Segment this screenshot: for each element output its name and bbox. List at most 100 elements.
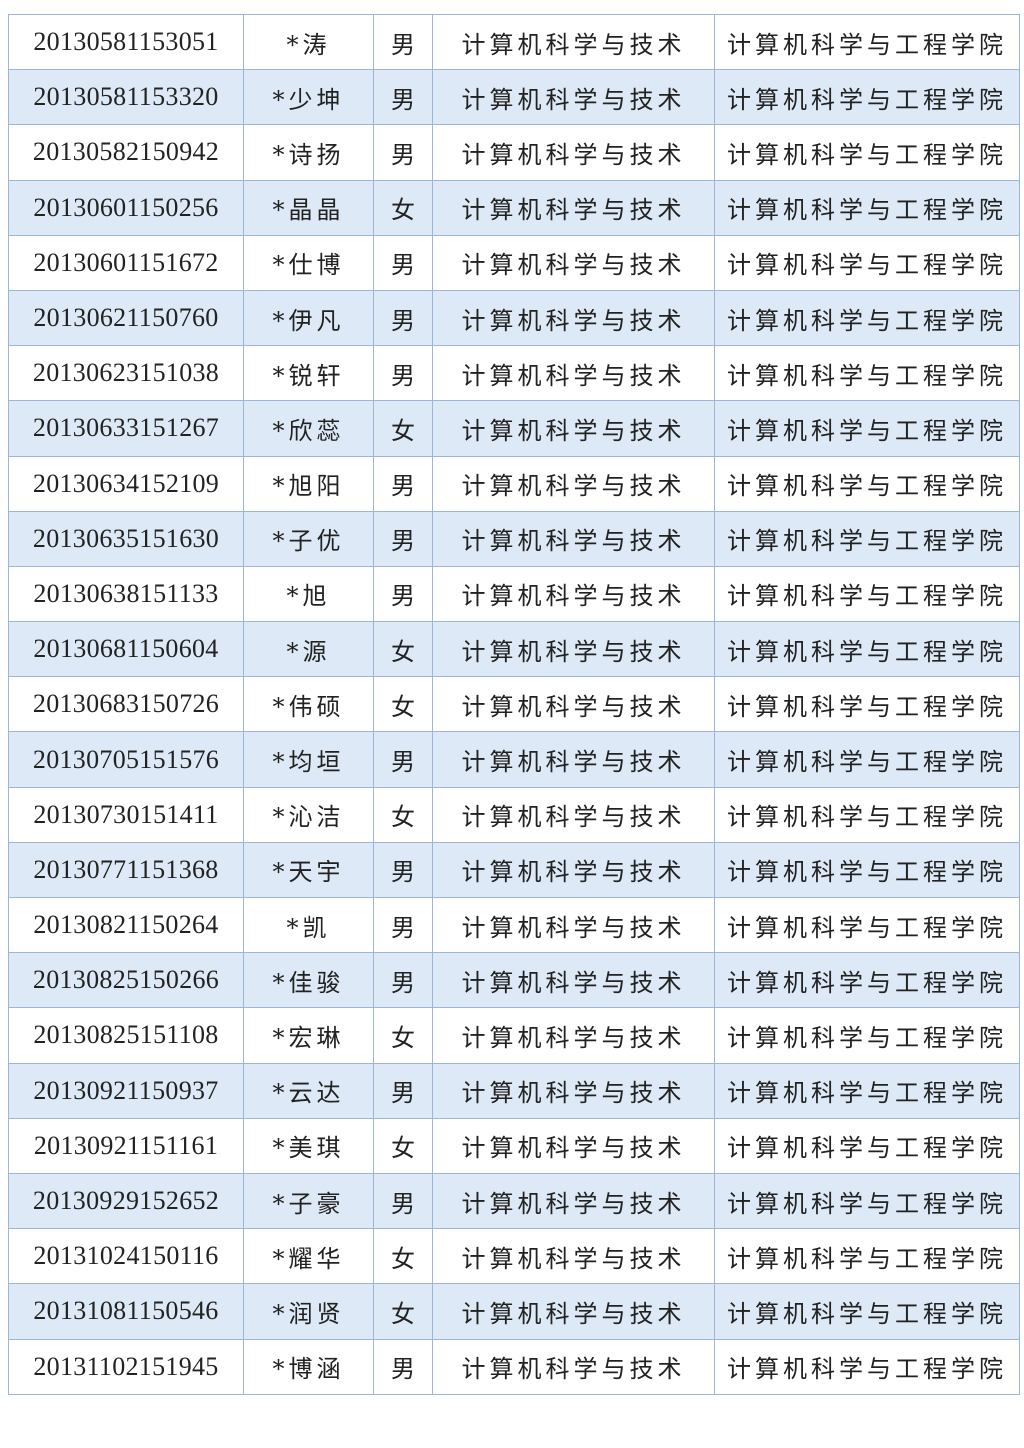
student-id-cell: 20130821150264	[8, 896, 244, 954]
table-row: 20131102151945 *博涵男计算机科学与技术 计算机科学与工程学院	[8, 1338, 1020, 1395]
gender-cell: 男	[373, 345, 433, 402]
college-cell: 计算机科学与工程学院	[714, 676, 1020, 733]
name-cell: *欣蕊	[243, 400, 374, 457]
student-id-cell: 20130825150266	[8, 952, 244, 1009]
name-cell: *旭	[243, 565, 374, 623]
major-cell: 计算机科学与技术	[432, 179, 715, 236]
name-cell: *博涵	[243, 1338, 374, 1395]
gender-cell: 女	[373, 786, 433, 843]
student-id-cell: 20130929152652	[8, 1172, 244, 1230]
gender-cell: 男	[373, 69, 433, 126]
major-cell: 计算机科学与技术	[432, 234, 715, 291]
college-cell: 计算机科学与工程学院	[714, 841, 1020, 899]
gender-cell: 男	[373, 289, 433, 347]
student-id-cell: 20130921151161	[8, 1117, 244, 1174]
college-cell: 计算机科学与工程学院	[714, 621, 1020, 678]
student-id-cell: 20130634152109	[8, 455, 244, 512]
major-cell: 计算机科学与技术	[432, 565, 715, 623]
table-row: 20130601150256 *晶晶女计算机科学与技术 计算机科学与工程学院	[8, 179, 1020, 236]
college-cell: 计算机科学与工程学院	[714, 124, 1020, 181]
major-cell: 计算机科学与技术	[432, 510, 715, 567]
name-cell: *凯	[243, 896, 374, 954]
major-cell: 计算机科学与技术	[432, 841, 715, 899]
major-cell: 计算机科学与技术	[432, 1228, 715, 1285]
gender-cell: 男	[373, 1338, 433, 1395]
major-cell: 计算机科学与技术	[432, 676, 715, 733]
student-id-cell: 20131081150546	[8, 1283, 244, 1340]
college-cell: 计算机科学与工程学院	[714, 13, 1020, 71]
name-cell: *天宇	[243, 841, 374, 899]
gender-cell: 男	[373, 1062, 433, 1119]
table-row: 20130638151133 *旭男计算机科学与技术 计算机科学与工程学院	[8, 565, 1020, 623]
name-cell: *美琪	[243, 1117, 374, 1174]
college-cell: 计算机科学与工程学院	[714, 1338, 1020, 1395]
student-id-cell: 20130621150760	[8, 289, 244, 347]
table-row: 20130634152109 *旭阳男计算机科学与技术 计算机科学与工程学院	[8, 455, 1020, 512]
gender-cell: 女	[373, 621, 433, 678]
college-cell: 计算机科学与工程学院	[714, 1007, 1020, 1064]
table-row: 20130601151672 *仕博男计算机科学与技术 计算机科学与工程学院	[8, 234, 1020, 291]
student-id-cell: 20130581153051	[8, 13, 244, 71]
gender-cell: 男	[373, 455, 433, 512]
table-row: 20131024150116 *耀华女计算机科学与技术 计算机科学与工程学院	[8, 1228, 1020, 1285]
college-cell: 计算机科学与工程学院	[714, 1228, 1020, 1285]
student-id-cell: 20130730151411	[8, 786, 244, 843]
major-cell: 计算机科学与技术	[432, 69, 715, 126]
gender-cell: 男	[373, 13, 433, 71]
name-cell: *诗扬	[243, 124, 374, 181]
major-cell: 计算机科学与技术	[432, 455, 715, 512]
major-cell: 计算机科学与技术	[432, 731, 715, 788]
student-id-cell: 20130825151108	[8, 1007, 244, 1064]
gender-cell: 男	[373, 234, 433, 291]
table-row: 20130635151630 *子优男计算机科学与技术 计算机科学与工程学院	[8, 510, 1020, 567]
student-id-cell: 20131024150116	[8, 1228, 244, 1285]
college-cell: 计算机科学与工程学院	[714, 731, 1020, 788]
table-row: 20131081150546 *润贤女计算机科学与技术 计算机科学与工程学院	[8, 1283, 1020, 1340]
student-id-cell: 20130582150942	[8, 124, 244, 181]
major-cell: 计算机科学与技术	[432, 1062, 715, 1119]
college-cell: 计算机科学与工程学院	[714, 69, 1020, 126]
gender-cell: 女	[373, 179, 433, 236]
major-cell: 计算机科学与技术	[432, 952, 715, 1009]
name-cell: *晶晶	[243, 179, 374, 236]
major-cell: 计算机科学与技术	[432, 786, 715, 843]
name-cell: *伊凡	[243, 289, 374, 347]
student-id-cell: 20130681150604	[8, 621, 244, 678]
table-row: 20130929152652 *子豪男计算机科学与技术 计算机科学与工程学院	[8, 1172, 1020, 1230]
student-id-cell: 20130921150937	[8, 1062, 244, 1119]
college-cell: 计算机科学与工程学院	[714, 510, 1020, 567]
gender-cell: 男	[373, 896, 433, 954]
major-cell: 计算机科学与技术	[432, 1172, 715, 1230]
name-cell: *旭阳	[243, 455, 374, 512]
table-row: 20130581153320 *少坤男计算机科学与技术 计算机科学与工程学院	[8, 69, 1020, 126]
name-cell: *少坤	[243, 69, 374, 126]
table-row: 20130705151576 *均垣男计算机科学与技术 计算机科学与工程学院	[8, 731, 1020, 788]
table-row: 20130681150604 *源女计算机科学与技术 计算机科学与工程学院	[8, 621, 1020, 678]
major-cell: 计算机科学与技术	[432, 289, 715, 347]
student-id-cell: 20130633151267	[8, 400, 244, 457]
student-table: 20130581153051 *涛男计算机科学与技术 计算机科学与工程学院 20130…	[8, 13, 1020, 1395]
student-id-cell: 20131102151945	[8, 1338, 244, 1395]
name-cell: *耀华	[243, 1228, 374, 1285]
major-cell: 计算机科学与技术	[432, 621, 715, 678]
table-row: 20130581153051 *涛男计算机科学与技术 计算机科学与工程学院	[8, 13, 1020, 71]
name-cell: *涛	[243, 13, 374, 71]
student-id-cell: 20130771151368	[8, 841, 244, 899]
student-id-cell: 20130705151576	[8, 731, 244, 788]
major-cell: 计算机科学与技术	[432, 896, 715, 954]
table-row: 20130730151411 *沁洁女计算机科学与技术 计算机科学与工程学院	[8, 786, 1020, 843]
college-cell: 计算机科学与工程学院	[714, 952, 1020, 1009]
table-row: 20130825151108 *宏琳女计算机科学与技术 计算机科学与工程学院	[8, 1007, 1020, 1064]
major-cell: 计算机科学与技术	[432, 1338, 715, 1395]
table-row: 20130921151161 *美琪女计算机科学与技术 计算机科学与工程学院	[8, 1117, 1020, 1174]
gender-cell: 男	[373, 565, 433, 623]
college-cell: 计算机科学与工程学院	[714, 345, 1020, 402]
table-row: 20130821150264 *凯男计算机科学与技术 计算机科学与工程学院	[8, 896, 1020, 954]
gender-cell: 男	[373, 124, 433, 181]
college-cell: 计算机科学与工程学院	[714, 1283, 1020, 1340]
student-id-cell: 20130581153320	[8, 69, 244, 126]
table-row: 20130683150726 *伟硕女计算机科学与技术 计算机科学与工程学院	[8, 676, 1020, 733]
gender-cell: 女	[373, 1007, 433, 1064]
name-cell: *宏琳	[243, 1007, 374, 1064]
college-cell: 计算机科学与工程学院	[714, 896, 1020, 954]
